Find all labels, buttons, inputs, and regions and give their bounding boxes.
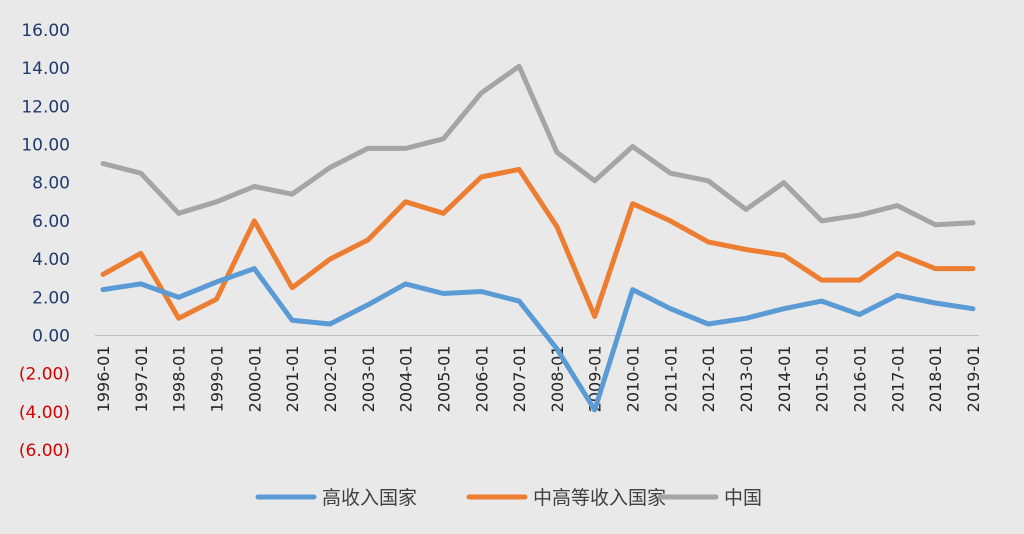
y-tick-label: 10.00 [21, 136, 70, 156]
legend-label-0: 高收入国家 [322, 487, 417, 509]
x-tick-label: 1997-01 [132, 345, 151, 412]
x-axis: 1996-01 1997-01 1998-01 1999-01 2000-01 2001-… [94, 334, 983, 412]
x-tick-label: 2006-01 [472, 345, 491, 412]
x-tick-label: 2005-01 [434, 345, 453, 412]
y-tick-label: (2.00) [19, 365, 70, 385]
x-tick-label: 2015-01 [813, 345, 832, 412]
y-tick-label: 2.00 [32, 288, 70, 308]
x-tick-label: 2017-01 [888, 345, 907, 412]
y-tick-label: (4.00) [19, 403, 70, 423]
x-tick-label: 2016-01 [851, 345, 870, 412]
x-tick-label: 2012-01 [699, 345, 718, 412]
y-tick-label: (6.00) [19, 441, 70, 461]
series-line-2 [100, 63, 976, 228]
series-line-1 [100, 166, 976, 321]
x-tick-label: 2018-01 [926, 345, 945, 412]
x-tick-label: 2004-01 [397, 345, 416, 412]
x-tick-label: 2002-01 [321, 345, 340, 412]
legend-label-2: 中国 [724, 487, 762, 509]
x-tick-label: 2014-01 [775, 345, 794, 412]
y-tick-label: 14.00 [21, 59, 70, 79]
x-tick-label: 2010-01 [624, 345, 643, 412]
y-tick-label: 16.00 [21, 21, 70, 41]
x-tick-label: 2008-01 [548, 345, 567, 412]
series-layer [100, 63, 976, 413]
x-tick-label: 1996-01 [94, 345, 113, 412]
x-tick-label: 2007-01 [510, 345, 529, 412]
y-tick-label: 12.00 [21, 97, 70, 117]
y-tick-label: 8.00 [32, 174, 70, 194]
y-tick-label: 6.00 [32, 212, 70, 232]
x-tick-label: 1999-01 [207, 345, 226, 412]
legend-label-1: 中高等收入国家 [533, 487, 666, 509]
series-line-0 [100, 266, 976, 413]
y-tick-label: 4.00 [32, 250, 70, 270]
x-tick-label: 2000-01 [245, 345, 264, 412]
legend: 高收入国家 中高等收入国家 中国 [255, 487, 762, 509]
y-tick-label: 0.00 [32, 326, 70, 346]
y-axis: 16.00 14.00 12.00 10.00 8.00 6.00 4.00 2.00 0.00… [19, 21, 70, 461]
x-tick-label: 2019-01 [964, 345, 983, 412]
x-tick-label: 1998-01 [170, 345, 189, 412]
x-tick-label: 2001-01 [283, 345, 302, 412]
x-tick-label: 2011-01 [661, 345, 680, 412]
x-tick-label: 2003-01 [359, 345, 378, 412]
x-tick-label: 2013-01 [737, 345, 756, 412]
